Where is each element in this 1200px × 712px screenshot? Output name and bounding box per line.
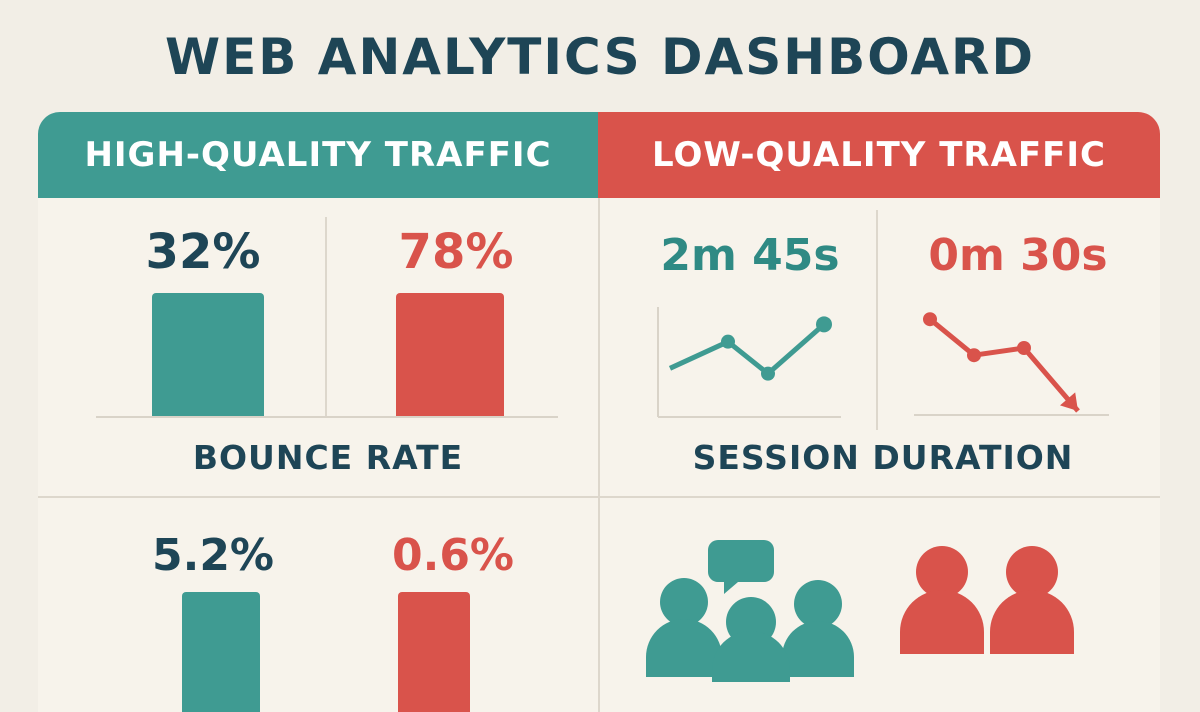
bounce-low-value: 78% (398, 224, 514, 280)
session-high-value: 2m 45s (660, 230, 840, 281)
session-low-arrow (1059, 392, 1078, 411)
conversion-low-bar (398, 592, 470, 712)
people-icon (900, 546, 1074, 654)
session-low-value: 0m 30s (928, 230, 1108, 281)
bounce-high-bar (152, 293, 264, 416)
session-high-point (721, 334, 735, 349)
conversion-high-bar (182, 592, 260, 712)
conversion-high-value: 5.2% (151, 530, 275, 581)
session-low-point (923, 312, 937, 327)
session-low-chart (914, 312, 1109, 416)
bounce-low-bar (396, 293, 504, 416)
conversion-low-value: 0.6% (391, 530, 515, 581)
session-low-point (1017, 341, 1031, 355)
page-title: WEB ANALYTICS DASHBOARD (164, 28, 1036, 86)
center-divider (598, 198, 600, 712)
session-duration-label: SESSION DURATION (692, 438, 1074, 477)
dashboard-board: HIGH-QUALITY TRAFFIC LOW-QUALITY TRAFFIC… (38, 112, 1160, 712)
bounce-high-value: 32% (145, 224, 261, 280)
bounce-rate-label: BOUNCE RATE (192, 438, 464, 477)
row-divider (38, 496, 1160, 498)
session-divider (876, 210, 878, 430)
session-high-point (761, 366, 775, 381)
header-high-quality: HIGH-QUALITY TRAFFIC (38, 112, 598, 198)
header-low-quality: LOW-QUALITY TRAFFIC (598, 112, 1160, 198)
session-high-point (816, 316, 832, 333)
bounce-baseline (96, 416, 558, 418)
session-low-point (967, 348, 981, 363)
people-chat-icon (646, 540, 854, 682)
session-low-line (928, 317, 1080, 413)
session-high-line (668, 322, 826, 377)
bounce-divider (325, 217, 327, 417)
session-high-chart (657, 307, 841, 418)
